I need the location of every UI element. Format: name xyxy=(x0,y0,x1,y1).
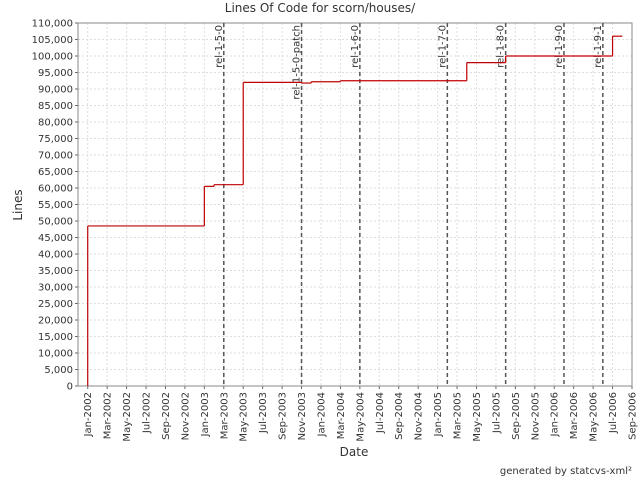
release-label: rel-1-5-0-patch xyxy=(292,25,303,100)
plot-frame xyxy=(77,22,633,387)
x-tick-label: Jul-2004 xyxy=(375,392,386,434)
release-label: rel-1-9-1 xyxy=(593,25,604,68)
y-tick-label: 30,000 xyxy=(38,283,73,294)
chart-title: Lines Of Code for scorn/houses/ xyxy=(225,1,416,15)
y-tick-label: 60,000 xyxy=(38,184,73,195)
x-tick-label: May-2004 xyxy=(355,392,366,442)
x-tick-label: May-2003 xyxy=(239,392,250,442)
x-tick-label: Sep-2006 xyxy=(628,392,639,440)
y-tick-label: 40,000 xyxy=(38,250,73,261)
x-tick-label: Sep-2003 xyxy=(278,392,289,440)
x-tick-label: Jan-2002 xyxy=(83,392,94,437)
x-tick-label: Sep-2005 xyxy=(511,392,522,440)
x-tick-label: Jan-2005 xyxy=(433,392,444,437)
release-label: rel-1-9-0 xyxy=(554,25,565,68)
y-tick-label: 50,000 xyxy=(38,217,73,228)
x-axis-label: Date xyxy=(340,445,369,459)
y-tick-label: 0 xyxy=(67,382,73,393)
y-tick-label: 5,000 xyxy=(44,365,73,376)
x-tick-label: Nov-2004 xyxy=(414,392,425,440)
x-tick-label: Jan-2003 xyxy=(200,392,211,437)
release-label: rel-1-6-0 xyxy=(350,25,361,68)
footer: generated by statcvs-xml² xyxy=(500,466,632,477)
x-tick-label: Jul-2003 xyxy=(258,392,269,434)
y-tick-label: 100,000 xyxy=(32,52,73,63)
y-tick-label: 10,000 xyxy=(38,349,73,360)
x-tick-label: May-2005 xyxy=(472,392,483,442)
y-tick-label: 25,000 xyxy=(38,299,73,310)
y-tick-label: 20,000 xyxy=(38,316,73,327)
x-tick-label: Mar-2005 xyxy=(453,392,464,439)
release-label: rel-1-8-0 xyxy=(496,25,507,68)
x-tick-label: Nov-2005 xyxy=(530,392,541,440)
x-tick-label: Nov-2002 xyxy=(180,392,191,440)
y-tick-label: 65,000 xyxy=(38,167,73,178)
x-tick-label: Mar-2003 xyxy=(219,392,230,439)
y-tick-label: 105,000 xyxy=(32,35,73,46)
x-tick-label: Nov-2003 xyxy=(297,392,308,440)
x-tick-label: May-2002 xyxy=(122,392,133,442)
release-label: rel-1-5-0 xyxy=(214,25,225,68)
y-tick-label: 85,000 xyxy=(38,101,73,112)
y-tick-label: 80,000 xyxy=(38,118,73,129)
x-tick-label: Jul-2002 xyxy=(142,392,153,434)
x-tick-label: Jan-2004 xyxy=(316,392,327,437)
release-label: rel-1-7-0 xyxy=(437,25,448,68)
y-axis-label: Lines xyxy=(11,189,25,220)
x-tick-label: Jul-2005 xyxy=(491,392,502,434)
x-tick-label: Sep-2002 xyxy=(161,392,172,440)
x-tick-label: Mar-2004 xyxy=(336,392,347,439)
x-tick-label: Mar-2002 xyxy=(103,392,114,439)
x-tick-label: Jul-2006 xyxy=(608,392,619,434)
y-tick-label: 95,000 xyxy=(38,68,73,79)
y-tick-label: 15,000 xyxy=(38,332,73,343)
y-tick-label: 90,000 xyxy=(38,85,73,96)
x-tick-label: May-2006 xyxy=(589,392,600,442)
x-tick-label: Mar-2006 xyxy=(569,392,580,439)
y-tick-label: 75,000 xyxy=(38,134,73,145)
y-tick-label: 35,000 xyxy=(38,266,73,277)
x-tick-label: Sep-2004 xyxy=(394,392,405,440)
x-tick-label: Jan-2006 xyxy=(550,392,561,437)
y-tick-label: 70,000 xyxy=(38,151,73,162)
y-tick-label: 55,000 xyxy=(38,200,73,211)
y-tick-label: 45,000 xyxy=(38,233,73,244)
y-tick-label: 110,000 xyxy=(32,19,73,30)
